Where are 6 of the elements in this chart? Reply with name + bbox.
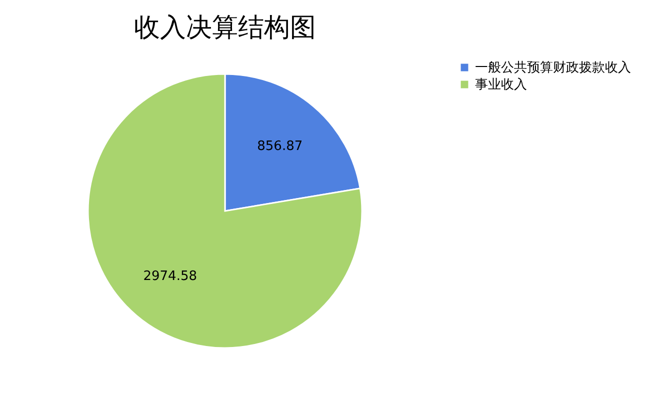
chart-title: 收入决算结构图 [134, 13, 316, 43]
data-label: 856.87 [257, 139, 303, 154]
pie-slice [87, 73, 363, 348]
legend-label: 一般公共预算财政拨款收入 [475, 60, 631, 76]
data-label: 2974.58 [143, 268, 197, 284]
legend-label: 事业收入 [475, 78, 527, 92]
